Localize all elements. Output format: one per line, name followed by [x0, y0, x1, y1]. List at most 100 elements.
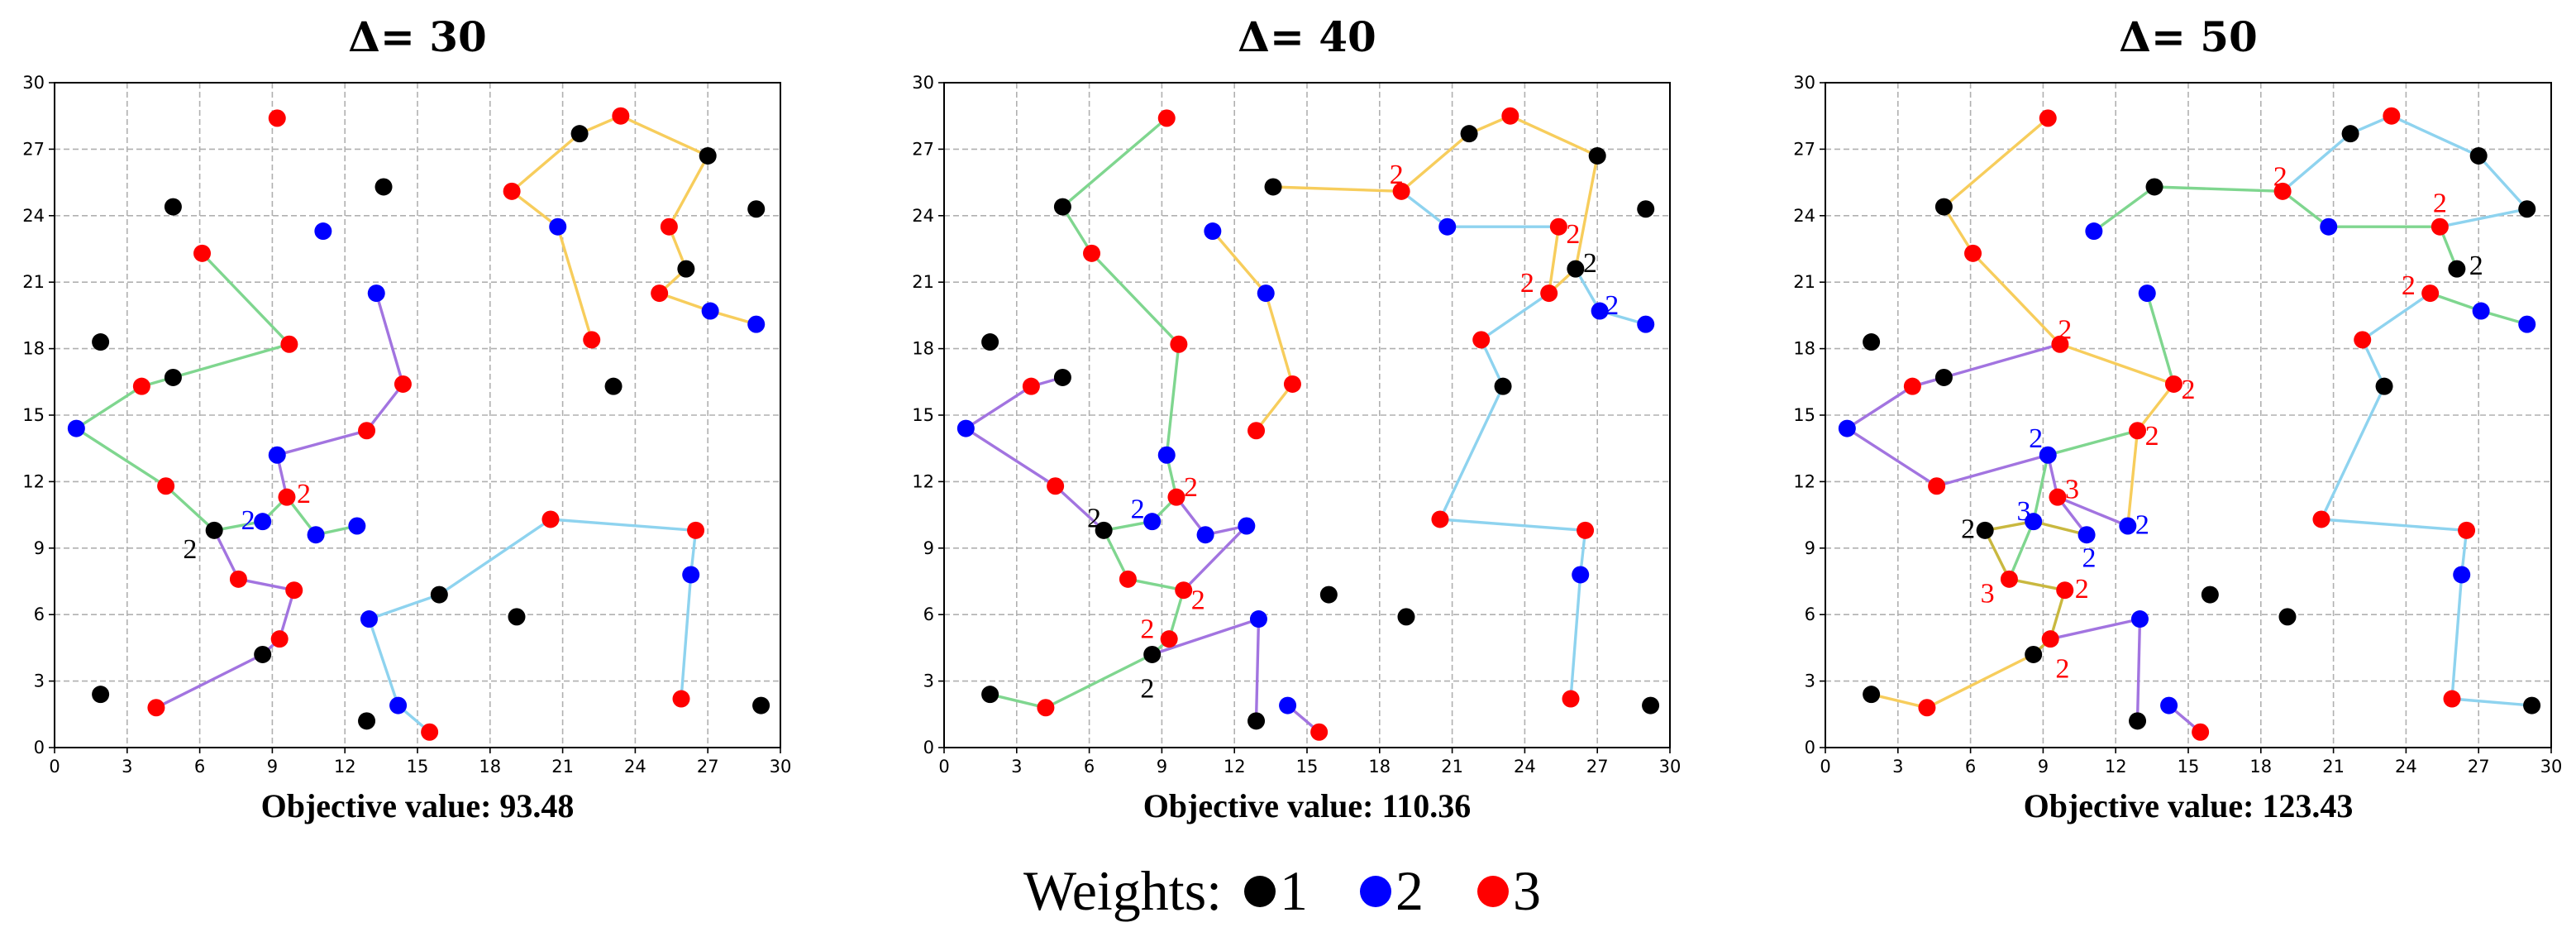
point-weight-3 [1047, 477, 1065, 495]
x-tick-label: 21 [551, 757, 574, 777]
point-weight-1 [1642, 696, 1660, 714]
edge-weight-label: 2 [1087, 503, 1101, 533]
point-weight-2 [1249, 610, 1267, 628]
point-weight-1 [1863, 333, 1881, 351]
edge-weight-label: 2 [2469, 251, 2483, 281]
chart-title: Δ= 50 [2119, 12, 2258, 61]
x-tick-label: 18 [479, 757, 501, 777]
point-weight-2 [2077, 526, 2096, 544]
edge-weight-label: 2 [2029, 423, 2043, 454]
point-weight-2 [1143, 513, 1162, 531]
point-weight-3 [687, 521, 705, 539]
point-weight-3 [503, 182, 521, 200]
route-purple [1175, 495, 1248, 592]
point-weight-3 [2056, 581, 2074, 600]
x-tick-label: 12 [334, 757, 356, 777]
y-tick-label: 6 [34, 605, 45, 624]
point-weight-1 [2278, 608, 2297, 626]
point-weight-3 [280, 335, 298, 353]
x-tick-label: 24 [1514, 757, 1536, 777]
edge-weight-label: 2 [1140, 614, 1154, 644]
y-tick-label: 27 [1793, 139, 1815, 159]
point-weight-1 [164, 198, 182, 216]
x-tick-label: 0 [938, 757, 949, 777]
x-tick-label: 3 [1892, 757, 1903, 777]
chart-panel-3: 0 3 6 9 12 15 18 21 24 27 300369121518212427302222… [1793, 12, 2562, 824]
point-weight-2 [747, 315, 766, 333]
edge-weight-label: 2 [2075, 574, 2089, 605]
point-weight-2 [2130, 610, 2149, 628]
y-tick-label: 3 [1805, 671, 1815, 691]
point-weight-3 [2000, 570, 2018, 588]
point-weight-1 [2448, 260, 2466, 278]
point-weight-3 [2312, 510, 2330, 528]
x-tick-label: 30 [1659, 757, 1682, 777]
edge-weight-label: 2 [1131, 495, 1145, 525]
x-tick-label: 18 [2249, 757, 2272, 777]
point-weight-1 [1319, 585, 1338, 604]
point-weight-1 [1494, 377, 1512, 395]
edge-weight-label: 2 [2082, 543, 2097, 574]
y-tick-label: 15 [1793, 405, 1815, 425]
edge-weight-label: 2 [1191, 585, 1205, 615]
point-weight-1 [2025, 645, 2043, 663]
point-weight-3 [672, 690, 690, 708]
route-green [2007, 429, 2140, 581]
point-weight-3 [2354, 331, 2372, 349]
point-weight-3 [421, 723, 439, 741]
point-weight-2 [67, 419, 85, 437]
point-weight-1 [1247, 712, 1266, 730]
x-tick-label: 9 [1157, 757, 1167, 777]
point-weight-3 [2383, 107, 2401, 125]
point-weight-1 [358, 712, 376, 730]
y-tick-label: 12 [1793, 471, 1815, 491]
x-tick-label: 15 [407, 757, 429, 777]
edge-weight-label: 2 [2058, 314, 2072, 345]
legend-label: Weights: [1023, 859, 1222, 922]
edge-weight-label: 2 [2273, 162, 2287, 193]
y-tick-label: 12 [912, 471, 934, 491]
point-weight-3 [1549, 217, 1567, 236]
point-weight-3 [1083, 244, 1101, 262]
point-weight-2 [956, 419, 975, 437]
chart-title: Δ= 40 [1238, 12, 1376, 61]
point-weight-3 [1247, 422, 1266, 440]
point-weight-3 [229, 570, 247, 588]
point-weight-3 [1119, 570, 1137, 588]
y-tick-label: 6 [1805, 605, 1815, 624]
y-tick-label: 9 [34, 538, 45, 558]
y-tick-label: 9 [1805, 538, 1815, 558]
x-tick-label: 9 [2038, 757, 2049, 777]
point-weight-1 [2469, 146, 2488, 165]
point-weight-1 [92, 333, 110, 351]
legend-marker-weight-2 [1360, 876, 1391, 907]
point-weight-2 [314, 222, 332, 241]
y-tick-label: 30 [22, 73, 45, 93]
point-weight-3 [1310, 723, 1329, 741]
edge-weight-label: 3 [1981, 578, 1995, 609]
point-weight-2 [701, 302, 719, 320]
edge-weight-label: 2 [2135, 509, 2149, 540]
point-weight-2 [2160, 696, 2178, 714]
y-tick-label: 0 [34, 738, 45, 757]
edge-weight-label: 3 [2065, 474, 2079, 504]
y-tick-label: 30 [1793, 73, 1815, 93]
x-tick-label: 12 [2105, 757, 2127, 777]
y-tick-label: 21 [1793, 272, 1815, 292]
x-tick-label: 27 [2468, 757, 2490, 777]
y-tick-label: 0 [923, 738, 934, 757]
point-weight-2 [2320, 217, 2338, 236]
point-weight-1 [2145, 178, 2163, 196]
point-weight-2 [268, 446, 286, 464]
y-tick-label: 15 [22, 405, 45, 425]
point-weight-1 [1053, 198, 1071, 216]
objective-value: Objective value: 93.48 [261, 787, 575, 824]
point-weight-3 [1037, 699, 1055, 717]
point-weight-3 [268, 109, 286, 127]
point-weight-3 [1392, 182, 1410, 200]
point-weight-1 [1637, 200, 1655, 218]
legend-marker-weight-3 [1477, 876, 1509, 907]
point-weight-3 [1283, 375, 1301, 393]
point-weight-3 [1577, 521, 1595, 539]
point-weight-1 [1264, 178, 1282, 196]
